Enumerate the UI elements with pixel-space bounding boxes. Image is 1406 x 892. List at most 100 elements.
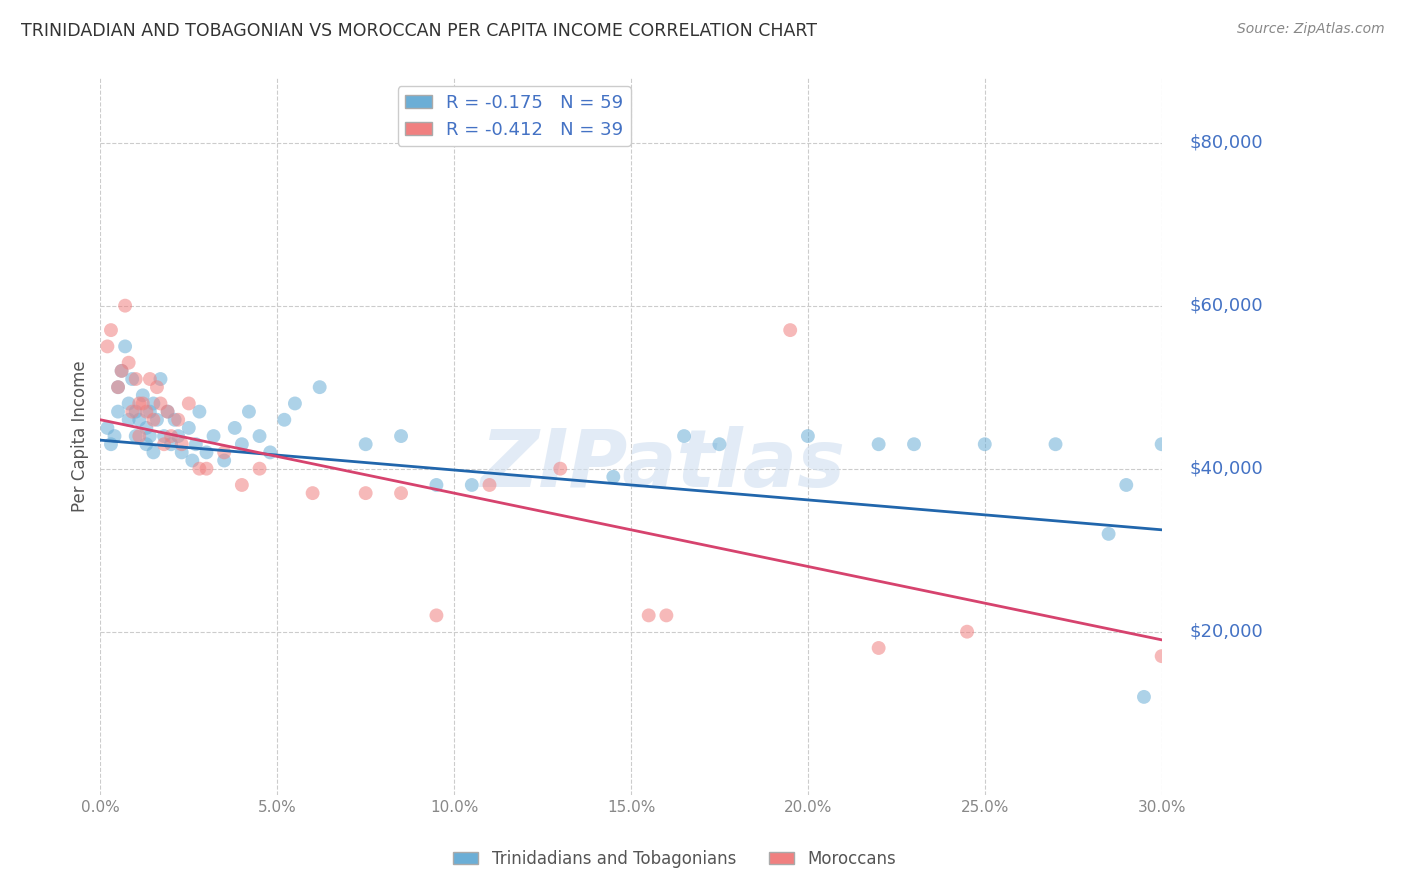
Point	[181, 453, 204, 467]
Point	[118, 396, 141, 410]
Point	[212, 453, 235, 467]
Point	[139, 404, 162, 418]
Point	[146, 380, 169, 394]
Point	[167, 429, 190, 443]
Text: $60,000: $60,000	[1189, 297, 1264, 315]
Point	[170, 437, 193, 451]
Point	[389, 429, 412, 443]
Text: $80,000: $80,000	[1189, 134, 1264, 152]
Point	[100, 437, 122, 451]
Point	[1150, 437, 1173, 451]
Text: $40,000: $40,000	[1189, 459, 1264, 478]
Text: ZIPatlas: ZIPatlas	[481, 425, 845, 504]
Point	[1097, 527, 1119, 541]
Point	[132, 388, 155, 402]
Point	[118, 356, 141, 370]
Point	[212, 445, 235, 459]
Point	[125, 372, 148, 386]
Point	[238, 404, 260, 418]
Point	[868, 437, 890, 451]
Point	[121, 404, 143, 418]
Point	[249, 429, 271, 443]
Point	[1115, 478, 1137, 492]
Point	[188, 461, 211, 475]
Point	[128, 396, 150, 410]
Point	[184, 437, 207, 451]
Point	[202, 429, 225, 443]
Point	[135, 404, 157, 418]
Point	[128, 429, 150, 443]
Point	[156, 404, 179, 418]
Point	[107, 380, 129, 394]
Point	[149, 396, 172, 410]
Point	[188, 404, 211, 418]
Point	[149, 372, 172, 386]
Point	[478, 478, 501, 492]
Point	[167, 413, 190, 427]
Point	[797, 429, 820, 443]
Point	[121, 372, 143, 386]
Point	[110, 364, 132, 378]
Point	[96, 339, 118, 353]
Point	[195, 445, 218, 459]
Point	[125, 404, 148, 418]
Point	[107, 404, 129, 418]
Point	[107, 380, 129, 394]
Point	[259, 445, 281, 459]
Point	[284, 396, 307, 410]
Point	[100, 323, 122, 337]
Point	[231, 478, 253, 492]
Legend: R = -0.175   N = 59, R = -0.412   N = 39: R = -0.175 N = 59, R = -0.412 N = 39	[398, 87, 631, 146]
Point	[779, 323, 801, 337]
Point	[389, 486, 412, 500]
Point	[637, 608, 659, 623]
Point	[354, 486, 377, 500]
Point	[146, 413, 169, 427]
Point	[177, 421, 200, 435]
Text: $20,000: $20,000	[1189, 623, 1264, 640]
Point	[425, 608, 447, 623]
Point	[224, 421, 246, 435]
Point	[709, 437, 731, 451]
Point	[903, 437, 925, 451]
Legend: Trinidadians and Tobagonians, Moroccans: Trinidadians and Tobagonians, Moroccans	[447, 844, 903, 875]
Point	[461, 478, 484, 492]
Point	[1150, 649, 1173, 664]
Point	[354, 437, 377, 451]
Point	[125, 429, 148, 443]
Point	[96, 421, 118, 435]
Point	[110, 364, 132, 378]
Point	[602, 470, 624, 484]
Point	[132, 396, 155, 410]
Point	[139, 429, 162, 443]
Point	[142, 413, 165, 427]
Point	[128, 413, 150, 427]
Point	[114, 299, 136, 313]
Point	[655, 608, 678, 623]
Point	[160, 429, 183, 443]
Point	[153, 429, 176, 443]
Point	[142, 396, 165, 410]
Point	[153, 437, 176, 451]
Point	[160, 437, 183, 451]
Point	[114, 339, 136, 353]
Point	[1045, 437, 1067, 451]
Point	[118, 413, 141, 427]
Point	[231, 437, 253, 451]
Point	[139, 372, 162, 386]
Point	[156, 404, 179, 418]
Point	[973, 437, 995, 451]
Point	[548, 461, 571, 475]
Point	[249, 461, 271, 475]
Point	[1133, 690, 1156, 704]
Point	[425, 478, 447, 492]
Point	[273, 413, 295, 427]
Point	[308, 380, 330, 394]
Point	[301, 486, 323, 500]
Text: Source: ZipAtlas.com: Source: ZipAtlas.com	[1237, 22, 1385, 37]
Point	[142, 445, 165, 459]
Point	[195, 461, 218, 475]
Point	[103, 429, 125, 443]
Point	[868, 640, 890, 655]
Point	[177, 396, 200, 410]
